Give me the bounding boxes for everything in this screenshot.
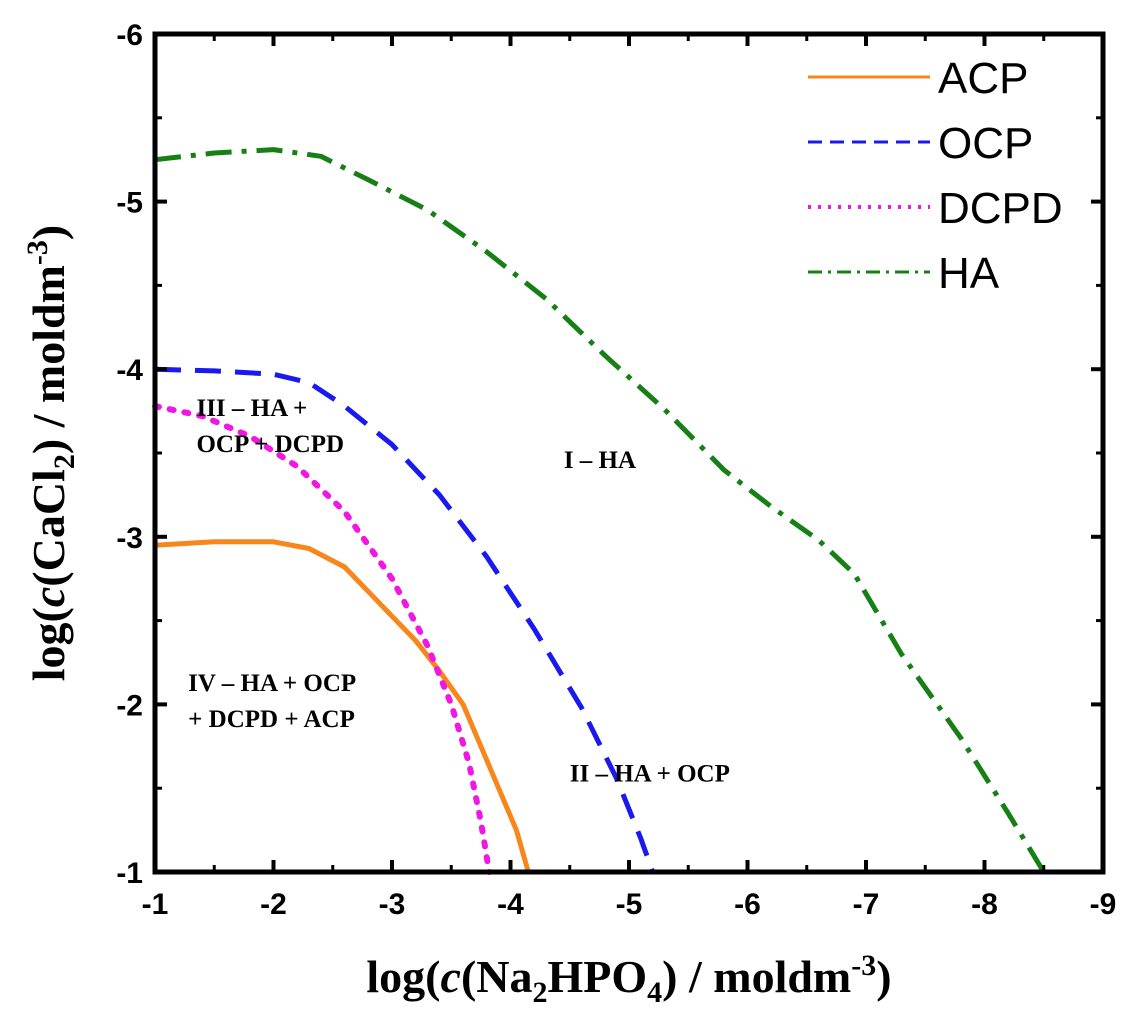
legend-label-ha: HA <box>938 249 1000 298</box>
x-title-end: ) <box>876 951 891 1002</box>
y-title-post2: ) / moldm <box>23 265 74 454</box>
y-tick-label: -4 <box>116 354 143 387</box>
x-tick-label: -2 <box>260 888 287 921</box>
y-title-ital: c <box>23 587 74 607</box>
x-tick-label: -3 <box>379 888 406 921</box>
y-tick-label: -5 <box>116 187 143 220</box>
y-title-sup: -3 <box>21 240 54 265</box>
x-axis-title: log(c(Na2HPO4) / moldm-3) <box>366 949 891 1009</box>
legend-label-dcpd: DCPD <box>938 184 1063 233</box>
x-title-sup: -3 <box>851 949 876 982</box>
y-title-post1: (CaCl <box>23 469 74 587</box>
x-tick-label: -5 <box>616 888 643 921</box>
legend: ACP OCP DCPD HA <box>808 54 1063 298</box>
legend-label-acp: ACP <box>938 54 1028 103</box>
x-tick-label: -4 <box>497 888 524 921</box>
x-tick-label: -7 <box>853 888 880 921</box>
x-tick-label: -9 <box>1090 888 1117 921</box>
x-tick-label: -8 <box>971 888 998 921</box>
region-label: + DCPD + ACP <box>188 706 355 733</box>
annotation-layer: III – HA + OCP + DCPD I – HA IV – HA + OCP +… <box>188 395 730 787</box>
region-label: IV – HA + OCP <box>188 670 356 697</box>
x-title-post1: (Na <box>461 951 533 1002</box>
series-line-ocp <box>154 366 656 873</box>
series-line-dcpd <box>152 403 493 875</box>
tick-layer: -1 -2 -3 -4 -5 -6 -7 -8 -9 -1 -2 -3 -4 -5 -6 <box>116 19 1116 921</box>
y-title-pre: log( <box>23 607 74 681</box>
x-tick-label: -1 <box>142 888 169 921</box>
y-tick-label: -1 <box>116 857 143 890</box>
x-title-sub2: 4 <box>647 976 662 1009</box>
y-tick-label: -3 <box>116 522 143 555</box>
series-line-acp <box>154 539 531 873</box>
y-title-end: ) <box>23 225 74 240</box>
region-label: OCP + DCPD <box>196 431 344 458</box>
x-title-sub1: 2 <box>532 976 547 1009</box>
x-tick-label: -6 <box>734 888 761 921</box>
region-label: I – HA <box>564 447 636 474</box>
y-tick-label: -6 <box>116 19 143 52</box>
region-label: II – HA + OCP <box>570 760 730 787</box>
x-title-pre: log( <box>366 951 440 1002</box>
series-layer <box>152 147 1046 875</box>
x-title-ital: c <box>441 951 461 1002</box>
x-title-post2: ) / moldm <box>662 951 851 1002</box>
y-tick-label: -2 <box>116 689 143 722</box>
legend-label-ocp: OCP <box>938 119 1033 168</box>
x-title-mid: HPO <box>547 951 647 1002</box>
series-line-ha <box>154 147 1046 874</box>
y-axis-title: log(c(CaCl2) / moldm-3) <box>21 225 81 682</box>
y-title-sub1: 2 <box>48 454 81 469</box>
region-label: III – HA + <box>196 395 307 422</box>
